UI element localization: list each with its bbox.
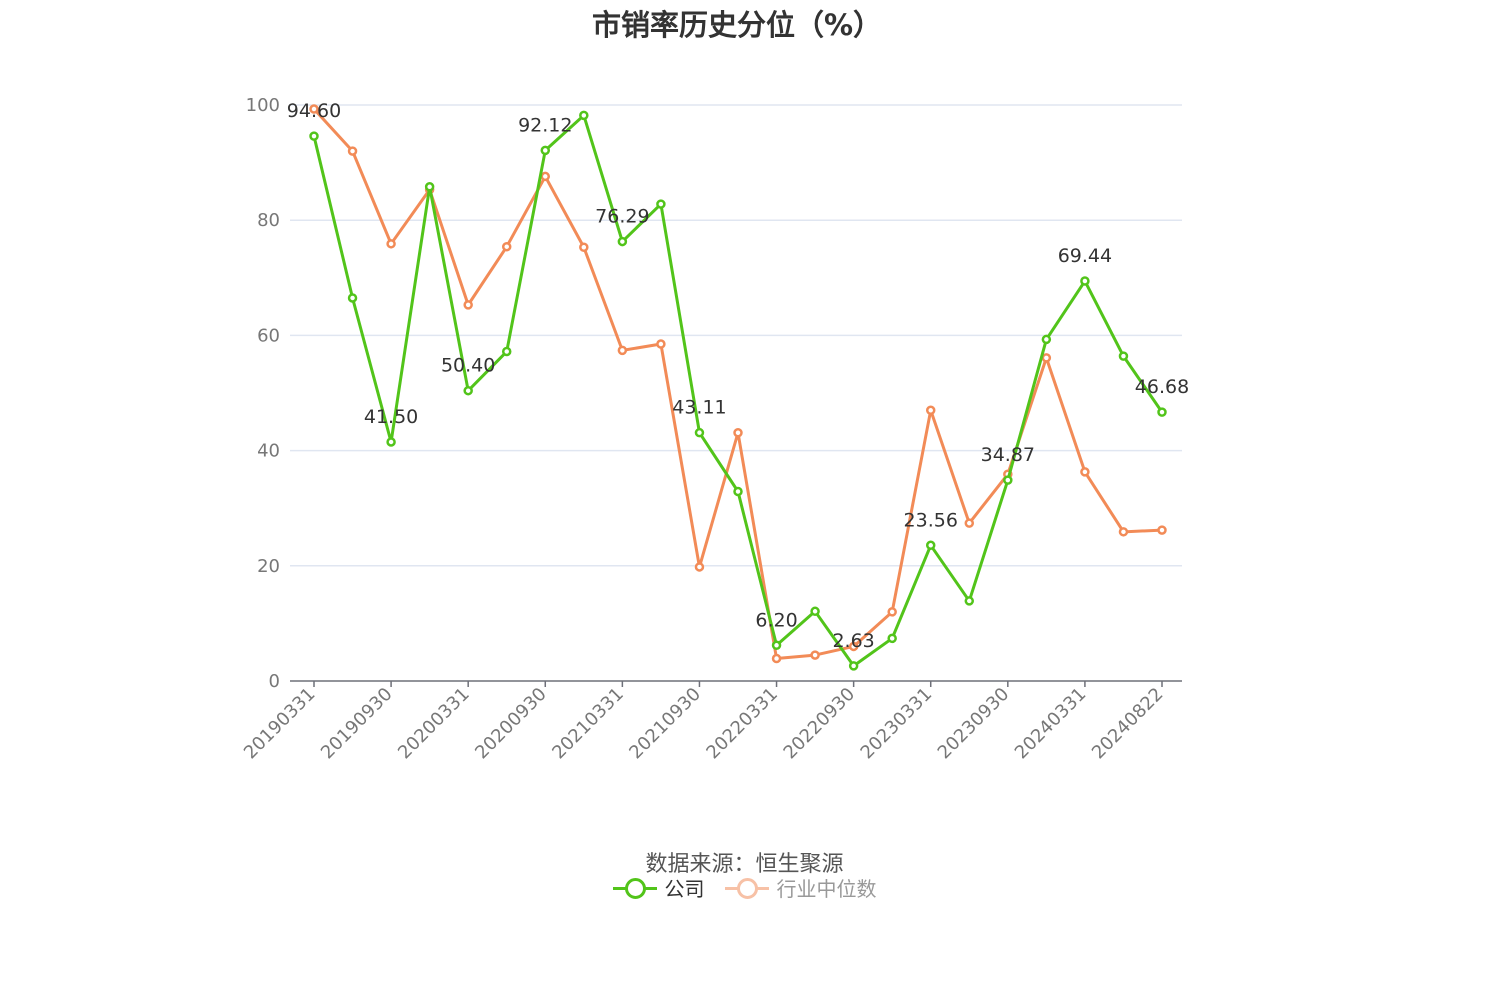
x-tick-label: 20230331 — [857, 684, 937, 764]
legend-label-company: 公司 — [664, 877, 705, 901]
legend: 公司 行业中位数 — [0, 873, 1489, 902]
data-point-company[interactable] — [1080, 276, 1090, 286]
data-point-company[interactable] — [1041, 334, 1052, 345]
data-label: 43.11 — [672, 397, 726, 419]
source-note: 数据来源：恒生聚源 — [645, 852, 844, 877]
series-layer — [309, 104, 1167, 671]
data-point-industry-median[interactable] — [1118, 527, 1129, 537]
data-point-company[interactable] — [463, 385, 473, 396]
x-tick-label: 20190930 — [317, 684, 397, 764]
data-point-company[interactable] — [309, 131, 319, 141]
data-label: 2.63 — [832, 630, 874, 652]
data-point-company[interactable] — [887, 633, 897, 644]
data-point-industry-median[interactable] — [309, 104, 319, 114]
data-point-industry-median[interactable] — [347, 146, 358, 156]
x-tick-label: 20230930 — [934, 684, 1014, 764]
data-point-industry-median[interactable] — [925, 405, 936, 416]
data-point-company[interactable] — [347, 293, 358, 303]
data-point-industry-median[interactable] — [1041, 353, 1052, 363]
legend-swatch-company — [612, 876, 657, 900]
data-label: 41.50 — [364, 406, 418, 428]
data-point-industry-median[interactable] — [771, 653, 782, 664]
x-tick-label: 20220930 — [780, 684, 860, 764]
data-label: 50.40 — [441, 355, 495, 377]
legend-item-company[interactable]: 公司 — [612, 873, 705, 902]
data-label: 6.20 — [755, 609, 797, 631]
data-label: 34.87 — [981, 444, 1035, 466]
value-labels: 94.60 41.50 50.40 92.12 76.29 43.11 6.20 2.63 23… — [287, 100, 1189, 652]
y-tick-label: 100 — [246, 95, 280, 116]
data-point-company[interactable] — [579, 110, 589, 121]
x-tick-label: 20210331 — [548, 684, 628, 764]
data-point-industry-median[interactable] — [964, 518, 975, 528]
data-point-company[interactable] — [964, 596, 975, 606]
x-tick-label: 20210930 — [625, 684, 705, 764]
data-point-company[interactable] — [1118, 351, 1129, 361]
x-tick-label: 20200331 — [394, 684, 474, 764]
legend-item-industry-median[interactable]: 行业中位数 — [724, 873, 877, 902]
data-point-company[interactable] — [733, 486, 743, 497]
y-tick-label: 60 — [257, 325, 280, 346]
data-point-industry-median[interactable] — [1157, 525, 1167, 535]
data-label: 46.68 — [1135, 376, 1189, 398]
data-point-industry-median[interactable] — [848, 641, 859, 652]
data-point-company[interactable] — [810, 606, 820, 617]
data-point-company[interactable] — [925, 540, 936, 551]
data-point-company[interactable] — [424, 182, 435, 192]
y-tick-label: 20 — [257, 556, 280, 577]
data-point-industry-median[interactable] — [501, 241, 512, 252]
y-tick-label: 0 — [269, 671, 280, 692]
data-label: 94.60 — [287, 100, 341, 122]
data-point-company[interactable] — [617, 236, 628, 247]
data-point-industry-median[interactable] — [810, 650, 820, 660]
data-point-company[interactable] — [501, 346, 512, 357]
legend-label-industry-median: 行业中位数 — [776, 877, 877, 901]
data-label: 23.56 — [904, 509, 958, 531]
data-point-industry-median[interactable] — [656, 339, 666, 349]
chart-title: 市销率历史分位（%） — [591, 8, 883, 42]
data-point-company[interactable] — [694, 427, 705, 438]
data-point-industry-median[interactable] — [617, 345, 628, 356]
data-point-company[interactable] — [771, 640, 782, 651]
data-point-company[interactable] — [848, 661, 859, 671]
data-label: 76.29 — [595, 206, 649, 228]
x-tick-label: 20220331 — [702, 684, 782, 764]
y-tick-label: 80 — [257, 210, 280, 231]
x-tick-label: 20190331 — [240, 684, 320, 764]
axes: 0 20 40 60 80 100 2019033120190930202003312020… — [240, 95, 1182, 763]
data-point-industry-median[interactable] — [463, 300, 473, 310]
data-point-industry-median[interactable] — [579, 242, 589, 253]
data-point-industry-median[interactable] — [694, 562, 705, 572]
data-label: 69.44 — [1058, 245, 1112, 267]
legend-swatch-industry-median — [724, 876, 769, 900]
data-point-company[interactable] — [540, 145, 551, 156]
line-chart: 0 20 40 60 80 100 2019033120190930202003312020… — [240, 95, 1189, 763]
data-point-industry-median[interactable] — [540, 171, 551, 182]
data-point-industry-median[interactable] — [1080, 467, 1090, 477]
x-tick-label: 20240822 — [1088, 684, 1168, 764]
data-point-industry-median[interactable] — [386, 239, 396, 249]
data-point-company[interactable] — [656, 199, 666, 209]
data-point-company[interactable] — [386, 437, 396, 447]
x-tick-label: 20240331 — [1011, 684, 1091, 764]
data-point-industry-median[interactable] — [733, 427, 743, 438]
data-point-company[interactable] — [1157, 407, 1167, 417]
x-tick-label: 20200930 — [471, 684, 551, 764]
data-label: 92.12 — [518, 114, 572, 136]
data-point-company[interactable] — [1003, 475, 1013, 485]
data-point-industry-median[interactable] — [887, 607, 897, 617]
y-tick-label: 40 — [257, 441, 280, 462]
